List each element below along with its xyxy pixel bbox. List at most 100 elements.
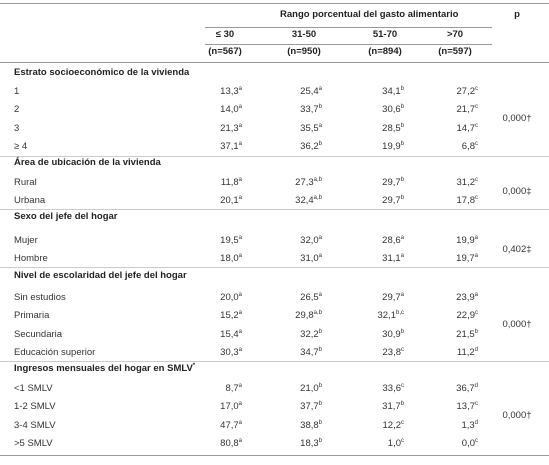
cell-superscript: b [318, 346, 322, 353]
cell-value: 80,8 [220, 437, 239, 449]
cell-value: 20,0 [220, 292, 239, 303]
cell: 13,3a [162, 86, 242, 98]
cell: 23,9a [398, 292, 478, 304]
column-count: (n=894) [368, 46, 402, 57]
cell-value: 23,8 [382, 346, 402, 358]
cell-superscript: a [238, 328, 242, 335]
cell-superscript: a [474, 292, 478, 298]
cell-superscript: b [400, 104, 404, 111]
rule [205, 27, 492, 28]
cell-superscript: b [318, 140, 322, 147]
row-label: Educación superior [14, 346, 96, 358]
cell: 38,8b [242, 420, 322, 432]
section-title: Área de ubicación de la vivienda [14, 157, 161, 169]
cell-superscript: a [238, 310, 242, 317]
cell-superscript: a [238, 104, 242, 111]
cell: 26,5a [242, 292, 322, 304]
section-title-text: Nivel de escolaridad del jefe del hogar [14, 270, 187, 281]
cell: 19,7a [398, 253, 478, 265]
cell-superscript: a [238, 437, 242, 444]
row-label: <1 SMLV [14, 383, 53, 394]
cell-superscript: c [475, 140, 478, 147]
section-title-sup: * [192, 363, 196, 369]
row-label: 1 [14, 86, 20, 97]
cell: 37,7b [242, 401, 322, 413]
p-value: 0,000† [502, 319, 532, 331]
column-count: (n=597) [438, 46, 472, 57]
cell: 22,9c [398, 310, 479, 322]
cell-value: 0,0 [461, 437, 475, 449]
cell-value: 29,7 [382, 177, 401, 188]
cell-value: 12,2 [382, 419, 402, 431]
cell-superscript: a [238, 292, 242, 298]
cell-superscript: a [238, 86, 242, 92]
cell: 29,7a [324, 292, 404, 304]
cell-superscript: b [318, 383, 322, 389]
cell-value: 14,7 [456, 122, 476, 134]
cell-superscript: a [400, 235, 404, 241]
cell-superscript: a [318, 86, 322, 92]
column-count: (n=950) [287, 46, 321, 57]
cell: 80,8a [162, 438, 242, 450]
cell-value: 13,3 [220, 86, 239, 97]
cell-value: 31,7 [382, 401, 401, 413]
rule [0, 455, 549, 456]
p-value: 0,000‡ [502, 186, 532, 198]
cell-superscript: a [238, 195, 242, 202]
cell: 19,5a [162, 235, 242, 247]
row-label: ≥ 4 [14, 140, 28, 152]
cell-value: 21,0 [300, 383, 319, 394]
section-title-text: Área de ubicación de la vivienda [14, 157, 161, 168]
cell: 12,2c [324, 419, 405, 432]
cell-superscript: c [401, 437, 404, 444]
cell: 34,1b [324, 86, 404, 98]
cell-value: 1,0 [387, 437, 401, 449]
cell-superscript: b [318, 401, 322, 408]
cell-superscript: a,b [313, 310, 322, 317]
cell-value: 30,6 [382, 104, 401, 116]
cell-superscript: b [318, 437, 322, 444]
cell: 30,9b [324, 329, 404, 341]
cell: 29,7b [324, 195, 404, 207]
cell-value: 15,4 [220, 328, 239, 340]
cell-value: 28,6 [382, 235, 401, 246]
cell-value: 21,3 [220, 122, 239, 134]
cell-value: 27,2 [456, 86, 476, 97]
cell-value: 29,7 [382, 195, 401, 207]
cell: 15,4a [162, 329, 242, 341]
cell-superscript: a [238, 401, 242, 408]
cell: 17,8c [398, 195, 479, 207]
cell-superscript: d [474, 346, 478, 353]
cell: 13,7c [398, 401, 479, 413]
section-title-text: Estrato socioeconómico de la vivienda [14, 67, 190, 78]
cell-superscript: a [474, 253, 478, 260]
cell-value: 32,0 [300, 235, 319, 246]
cell-superscript: a [238, 346, 242, 353]
cell-superscript: b [400, 328, 404, 335]
cell-value: 23,9 [456, 292, 475, 303]
cell-value: 26,5 [300, 292, 319, 303]
cell: 34,7b [242, 347, 322, 359]
cell-value: 22,9 [456, 310, 476, 322]
column-header: ≤ 30 [215, 29, 235, 40]
cell-value: 19,5 [220, 235, 239, 246]
cell-superscript: a [238, 419, 242, 426]
cell: 20,1a [162, 195, 242, 207]
cell-superscript: b [474, 328, 478, 335]
cell-superscript: b [400, 177, 404, 183]
cell: 18,3b [242, 438, 322, 450]
cell: 25,4a [242, 86, 322, 98]
cell-superscript: b [318, 419, 322, 426]
row-label: 1-2 SMLV [14, 401, 56, 413]
cell-value: 37,7 [300, 401, 319, 413]
row-label: Secundaria [14, 328, 63, 340]
cell: 1,3d [398, 420, 478, 432]
cell-value: 21,7 [456, 104, 476, 116]
cell: 27,3a,b [242, 177, 322, 189]
section-title: Ingresos mensuales del hogar en SMLV* [14, 363, 195, 375]
section-title-text: Sexo del jefe del hogar [14, 211, 118, 222]
cell: 19,9a [398, 235, 478, 247]
row-label: 3-4 SMLV [14, 419, 56, 431]
cell-superscript: a [400, 292, 404, 298]
cell-value: 38,8 [300, 419, 319, 431]
